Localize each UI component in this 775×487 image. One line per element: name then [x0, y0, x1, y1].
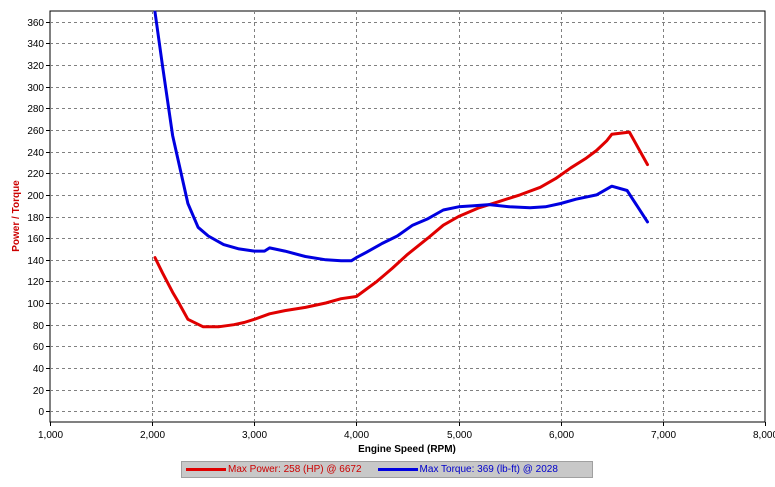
x-tick-label: 4,000	[344, 430, 369, 441]
x-tick-label: 3,000	[242, 430, 267, 441]
y-tick-label: 300	[27, 83, 44, 94]
series-line-1	[153, 10, 649, 263]
x-tick-label: 1,000	[38, 430, 63, 441]
legend-item-power: Max Power: 258 (HP) @ 6672	[182, 464, 362, 475]
y-tick-label: 100	[27, 299, 44, 310]
x-axis-ticks: 1,000 2,000 3,000 4,000 5,000 6,000 7,000 8,000	[38, 422, 775, 441]
y-tick-label: 340	[27, 39, 44, 50]
legend-swatch-power	[186, 468, 226, 471]
y-axis-title: Power / Torque	[11, 180, 22, 252]
x-tick-label: 8,000	[753, 430, 775, 441]
y-tick-label: 360	[27, 18, 44, 29]
y-tick-label: 260	[27, 126, 44, 137]
y-tick-label: 280	[27, 104, 44, 115]
y-tick-label: 80	[33, 321, 45, 332]
y-tick-label: 20	[33, 386, 45, 397]
x-tick-label: 6,000	[549, 430, 574, 441]
y-tick-label: 240	[27, 148, 44, 159]
y-tick-label: 160	[27, 234, 44, 245]
y-tick-label: 200	[27, 191, 44, 202]
y-tick-label: 40	[33, 364, 45, 375]
grid-lines	[50, 11, 765, 422]
y-tick-label: 320	[27, 61, 44, 72]
legend-swatch-torque	[377, 468, 418, 471]
y-tick-label: 220	[27, 169, 44, 180]
x-tick-label: 7,000	[651, 430, 676, 441]
series-lines	[153, 10, 649, 329]
x-tick-label: 2,000	[140, 430, 165, 441]
legend-item-torque: Max Torque: 369 (lb-ft) @ 2028	[374, 464, 558, 475]
x-axis-title: Engine Speed (RPM)	[358, 444, 456, 455]
y-tick-label: 180	[27, 213, 44, 224]
y-tick-label: 0	[38, 407, 44, 418]
legend-label-torque: Max Torque: 369 (lb-ft) @ 2028	[419, 464, 558, 475]
legend-label-power: Max Power: 258 (HP) @ 6672	[228, 464, 362, 475]
y-tick-label: 120	[27, 277, 44, 288]
y-tick-label: 60	[33, 342, 45, 353]
legend: Max Power: 258 (HP) @ 6672 Max Torque: 3…	[181, 461, 593, 478]
x-tick-label: 5,000	[447, 430, 472, 441]
y-tick-label: 140	[27, 256, 44, 267]
y-axis-ticks: 0 20 40 60 80 100 120 140 160 180 200 220 240 260 280 3…	[27, 18, 50, 418]
series-line-0	[153, 130, 649, 329]
plot-area	[49, 10, 766, 423]
